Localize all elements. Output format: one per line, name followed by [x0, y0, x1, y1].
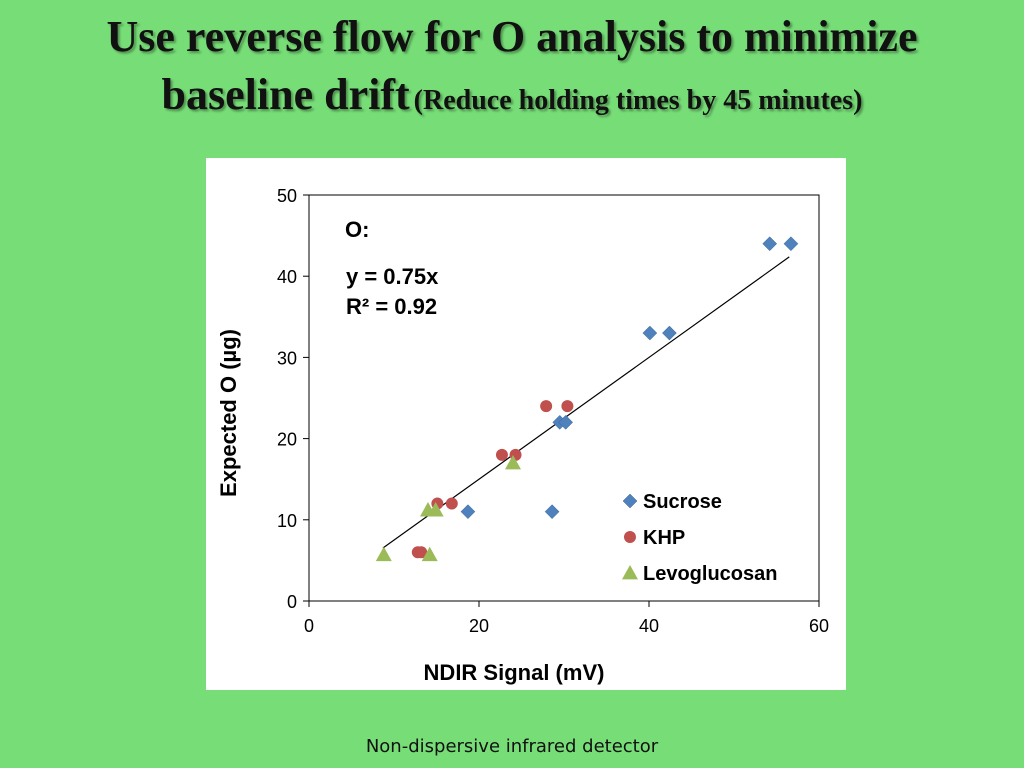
y-tick-label: 0	[287, 592, 297, 612]
khp-point	[540, 400, 553, 413]
legend-marker-sucrose	[622, 493, 638, 509]
legend-label-khp: KHP	[643, 527, 685, 549]
legend-marker-khp	[624, 531, 636, 543]
sucrose-point	[762, 236, 778, 252]
levoglucosan-point	[427, 502, 444, 517]
x-tick-label: 0	[304, 616, 314, 636]
y-tick-label: 20	[277, 430, 297, 450]
sucrose-point	[783, 236, 799, 252]
sucrose-point	[662, 325, 677, 341]
x-tick-label: 20	[469, 616, 489, 636]
y-tick-label: 10	[277, 511, 297, 531]
khp-point	[415, 546, 428, 559]
levoglucosan-point	[421, 546, 438, 562]
slide-title: Use reverse flow for O analysis to minim…	[0, 8, 1024, 134]
sucrose-point	[558, 415, 574, 430]
khp-point	[495, 448, 508, 461]
trendline	[382, 256, 790, 549]
sucrose-point	[460, 504, 476, 520]
y-tick-label: 30	[277, 348, 297, 368]
chart-panel: 0 10 20 30 40 50 0 20 40 60 NDIR Signal (mV) Expect…	[206, 158, 846, 690]
x-tick-label: 40	[639, 616, 659, 636]
legend-label-sucrose: Sucrose	[643, 491, 722, 513]
trendline-equation: y = 0.75x	[346, 264, 439, 289]
r-squared-label: R² = 0.92	[346, 294, 437, 319]
x-tick-label: 60	[809, 616, 829, 636]
title-line-2: baseline drift	[161, 70, 410, 119]
annotation-label: O:	[345, 217, 369, 242]
legend-marker-levoglucosan	[622, 565, 638, 580]
y-axis-title: Expected O (µg)	[216, 329, 241, 497]
khp-point	[445, 497, 458, 510]
levoglucosan-point	[375, 546, 392, 562]
sucrose-point	[642, 325, 658, 341]
scatter-chart: 0 10 20 30 40 50 0 20 40 60 NDIR Signal (mV) Expect…	[216, 186, 829, 685]
title-line-1: Use reverse flow for O analysis to minim…	[106, 12, 918, 61]
footnote: Non-dispersive infrared detector	[365, 736, 659, 757]
legend-label-levoglucosan: Levoglucosan	[643, 563, 777, 585]
x-axis-title: NDIR Signal (mV)	[424, 660, 605, 685]
y-tick-label: 50	[277, 186, 297, 206]
y-tick-label: 40	[277, 267, 297, 287]
khp-point	[561, 400, 574, 413]
plot-area	[308, 194, 820, 602]
title-subtitle: (Reduce holding times by 45 minutes)	[413, 85, 863, 116]
sucrose-point	[544, 504, 560, 520]
levoglucosan-point	[505, 454, 521, 470]
